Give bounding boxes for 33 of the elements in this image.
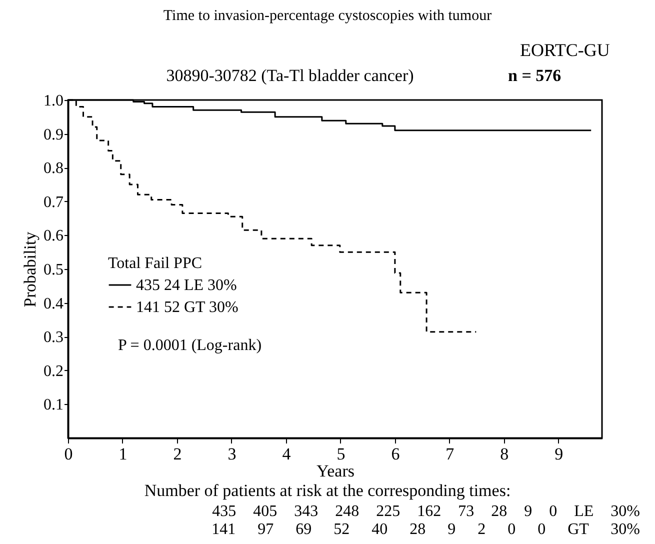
y-tick-label: 0.2 (44, 362, 64, 380)
chart-subtitle: 30890-30782 (Ta-Tl bladder cancer) (165, 66, 415, 86)
text: 141 97 69 52 40 28 9 2 0 0 GT 30% (210, 521, 640, 539)
y-tick-label: 0.7 (44, 194, 64, 211)
legend-title: Total Fail PPC (108, 255, 202, 272)
y-tick-label: 0.1 (44, 396, 64, 414)
x-tick-label: 9 (554, 444, 564, 464)
x-tick-label: 5 (336, 444, 346, 464)
annotation: P = 0.0001 (Log-rank) (118, 337, 262, 354)
x-tick-label: 6 (391, 444, 400, 464)
y-tick-label: 1.0 (44, 92, 64, 110)
text: EORTC-GU (520, 40, 610, 61)
y-tick-label: 0.3 (44, 329, 64, 346)
x-axis-title: Years (316, 462, 354, 480)
y-tick-label: 0.5 (44, 262, 64, 278)
y-tick-label: 0.6 (44, 228, 64, 245)
x-tick-label: 7 (446, 444, 455, 464)
text: Number of patients at risk at the corresponding times: (143, 481, 512, 501)
x-tick-label: 1 (118, 444, 128, 464)
y-tick-label: 0.9 (44, 126, 64, 144)
legend-label: 141 52 GT 30% (136, 299, 238, 316)
legend-label: 435 24 LE 30% (136, 277, 237, 294)
y-tick-label: 0.4 (44, 295, 64, 312)
y-tick-label: 0.8 (44, 160, 64, 178)
x-tick-label: 8 (500, 444, 509, 464)
y-axis-title: Probability (20, 231, 40, 308)
text: 435 405 343 248 225 162 73 28 9 0 LE 30% (211, 503, 640, 521)
x-tick-label: 0 (64, 444, 73, 464)
x-tick-label: 2 (173, 444, 182, 464)
text: n = 576 (508, 66, 562, 86)
x-tick-label: 4 (282, 444, 292, 464)
x-tick-label: 3 (228, 444, 236, 464)
chart-title: Time to invasion-percentage cystoscopies with tumour (162, 8, 493, 25)
